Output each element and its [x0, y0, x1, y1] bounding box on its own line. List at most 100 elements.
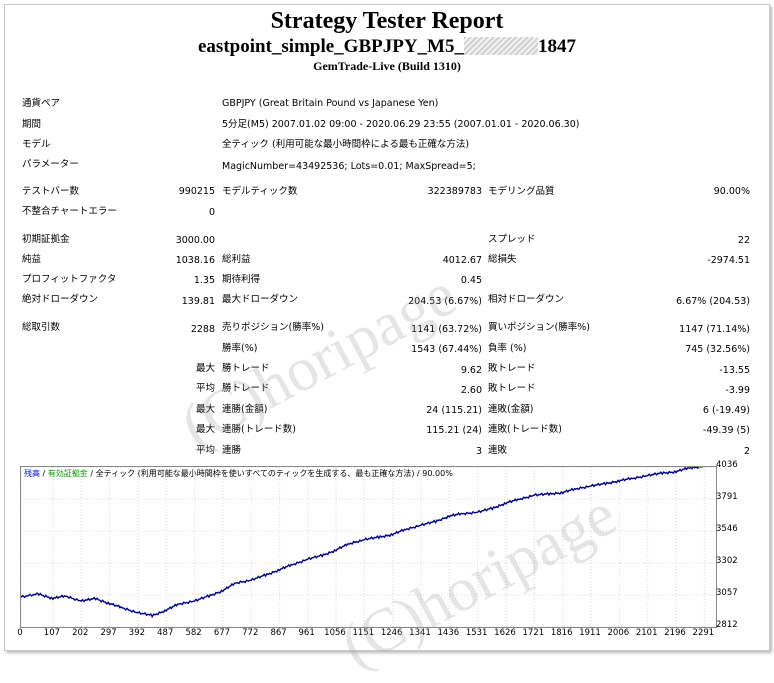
- stat-value: 990215: [178, 186, 215, 197]
- x-tick-label: 107: [43, 628, 61, 638]
- subtitle-prefix: eastpoint_simple_GBPJPY_M5_: [198, 36, 464, 57]
- stat-value: 322389783: [427, 186, 482, 197]
- stat-value: 2288: [190, 324, 215, 335]
- stat-label: 総損失: [488, 254, 517, 265]
- stat-label: 敗トレード: [488, 363, 536, 374]
- stat-label: 総利益: [222, 254, 251, 265]
- legend-balance: 残高: [24, 469, 40, 478]
- stat-value: 1147 (71.14%): [679, 324, 750, 335]
- stat-value: 0: [208, 207, 215, 218]
- stat-value: 0.45: [460, 275, 482, 286]
- stat-label: テストバー数: [22, 186, 80, 197]
- stat-label: 敗トレード: [488, 383, 536, 394]
- stat-value: 3000.00: [175, 235, 215, 246]
- info-value: 全ティック (利用可能な最小時間枠による最も正確な方法): [222, 139, 470, 150]
- stat-value: 6 (-19.49): [702, 405, 750, 416]
- stat-value: 1.35: [193, 275, 215, 286]
- y-tick-label: 3791: [716, 492, 738, 503]
- stat-value: 2: [743, 446, 750, 457]
- chart-grid: [21, 467, 716, 627]
- balance-chart-svg: [21, 467, 716, 627]
- stat-label: 連敗: [488, 445, 508, 456]
- stat-value: 2.60: [460, 385, 482, 396]
- stat-value: 24 (115.21): [426, 405, 482, 416]
- stat-value: 9.62: [460, 365, 482, 376]
- stat-label: 総取引数: [22, 322, 61, 333]
- stat-value: 745 (32.56%): [685, 344, 750, 355]
- stat-label: 勝トレード: [222, 383, 270, 394]
- x-tick-label: 772: [242, 628, 259, 638]
- stat-value: 4012.67: [442, 255, 482, 266]
- stat-value: 1543 (67.44%): [411, 344, 482, 355]
- x-tick-label: 2006: [607, 628, 630, 638]
- server-name: GemTrade-Live (Build 1310): [313, 59, 461, 73]
- stat-qualifier: 平均: [195, 445, 215, 456]
- stat-label: プロフィットファクタ: [22, 274, 117, 285]
- stat-label: 買いポジション(勝率%): [488, 322, 590, 333]
- y-tick-label: 4036: [716, 460, 738, 470]
- stat-value: 204.53 (6.67%): [408, 296, 482, 307]
- report-title: Strategy Tester Report: [270, 8, 504, 34]
- info-value: 5分足(M5) 2007.01.02 09:00 - 2020.06.29 23…: [222, 119, 580, 130]
- info-label: 期間: [22, 119, 42, 130]
- stat-label: 純益: [22, 254, 42, 265]
- stat-value: 3: [475, 446, 482, 457]
- stat-value: -13.55: [719, 365, 750, 376]
- x-tick-label: 677: [213, 628, 231, 638]
- legend-lot: 有効証拠金: [47, 469, 88, 478]
- stat-qualifier: 最大: [195, 363, 215, 374]
- x-tick-label: 1626: [494, 628, 516, 638]
- stat-value: 90.00%: [713, 186, 750, 197]
- stat-label: 負率 (%): [488, 343, 527, 354]
- stat-value: 22: [737, 235, 750, 246]
- x-tick-label: 392: [128, 628, 146, 638]
- x-tick-label: 1436: [437, 628, 460, 638]
- stat-label: モデルティック数: [222, 186, 298, 197]
- balance-chart: [20, 466, 717, 628]
- info-label: 通貨ペア: [22, 98, 61, 109]
- stat-label: 最大ドローダウン: [222, 294, 299, 305]
- stat-qualifier: 最大: [195, 424, 215, 435]
- stat-label: 売りポジション(勝率%): [222, 322, 324, 333]
- info-label: モデル: [22, 139, 51, 150]
- stat-value: 6.67% (204.53): [676, 296, 750, 307]
- x-tick-label: 297: [100, 628, 117, 638]
- stat-qualifier: 最大: [195, 404, 215, 415]
- info-value: MagicNumber=43492536; Lots=0.01; MaxSpre…: [222, 161, 476, 172]
- x-tick-label: 582: [185, 628, 202, 638]
- x-tick-label: 2196: [664, 628, 686, 638]
- x-tick-label: 0: [17, 628, 23, 638]
- stat-label: 勝トレード: [222, 363, 270, 374]
- y-tick-label: 3057: [716, 587, 738, 598]
- x-tick-label: 961: [298, 628, 315, 638]
- stat-label: 期待利得: [222, 274, 261, 285]
- x-tick-label: 202: [72, 628, 89, 638]
- x-tick-label: 1341: [409, 628, 431, 638]
- stat-value: 139.81: [181, 296, 215, 307]
- stat-label: 連敗(トレード数): [488, 424, 562, 435]
- x-tick-label: 2291: [692, 628, 715, 638]
- stat-label: 連勝: [222, 445, 242, 456]
- stat-value: 115.21 (24): [426, 425, 482, 436]
- x-tick-label: 867: [270, 628, 287, 638]
- stat-value: 1038.16: [175, 255, 215, 266]
- stat-value: -2974.51: [707, 255, 750, 266]
- x-tick-label: 1151: [352, 628, 375, 638]
- info-label: パラメーター: [22, 159, 79, 170]
- x-tick-label: 1531: [465, 628, 488, 638]
- chart-legend: 残高 / 有効証拠金 / 全ティック (利用可能な最小時間枠を使いすべてのティッ…: [24, 469, 453, 478]
- stat-value: -3.99: [725, 385, 750, 396]
- balance-line: [21, 467, 704, 619]
- y-tick-label: 2812: [716, 620, 738, 630]
- x-tick-label: 1246: [380, 628, 403, 638]
- y-tick-label: 3546: [716, 524, 738, 535]
- x-tick-label: 1721: [522, 628, 545, 638]
- x-tick-label: 1816: [550, 628, 573, 638]
- info-value: GBPJPY (Great Britain Pound vs Japanese …: [222, 98, 439, 109]
- stat-qualifier: 平均: [195, 383, 215, 394]
- stat-label: 初期証拠金: [22, 234, 70, 245]
- report-subtitle: eastpoint_simple_GBPJPY_M5_ 1847: [0, 36, 774, 58]
- y-tick-label: 3302: [716, 555, 738, 566]
- x-tick-label: 487: [157, 628, 174, 638]
- x-tick-label: 2101: [635, 628, 658, 638]
